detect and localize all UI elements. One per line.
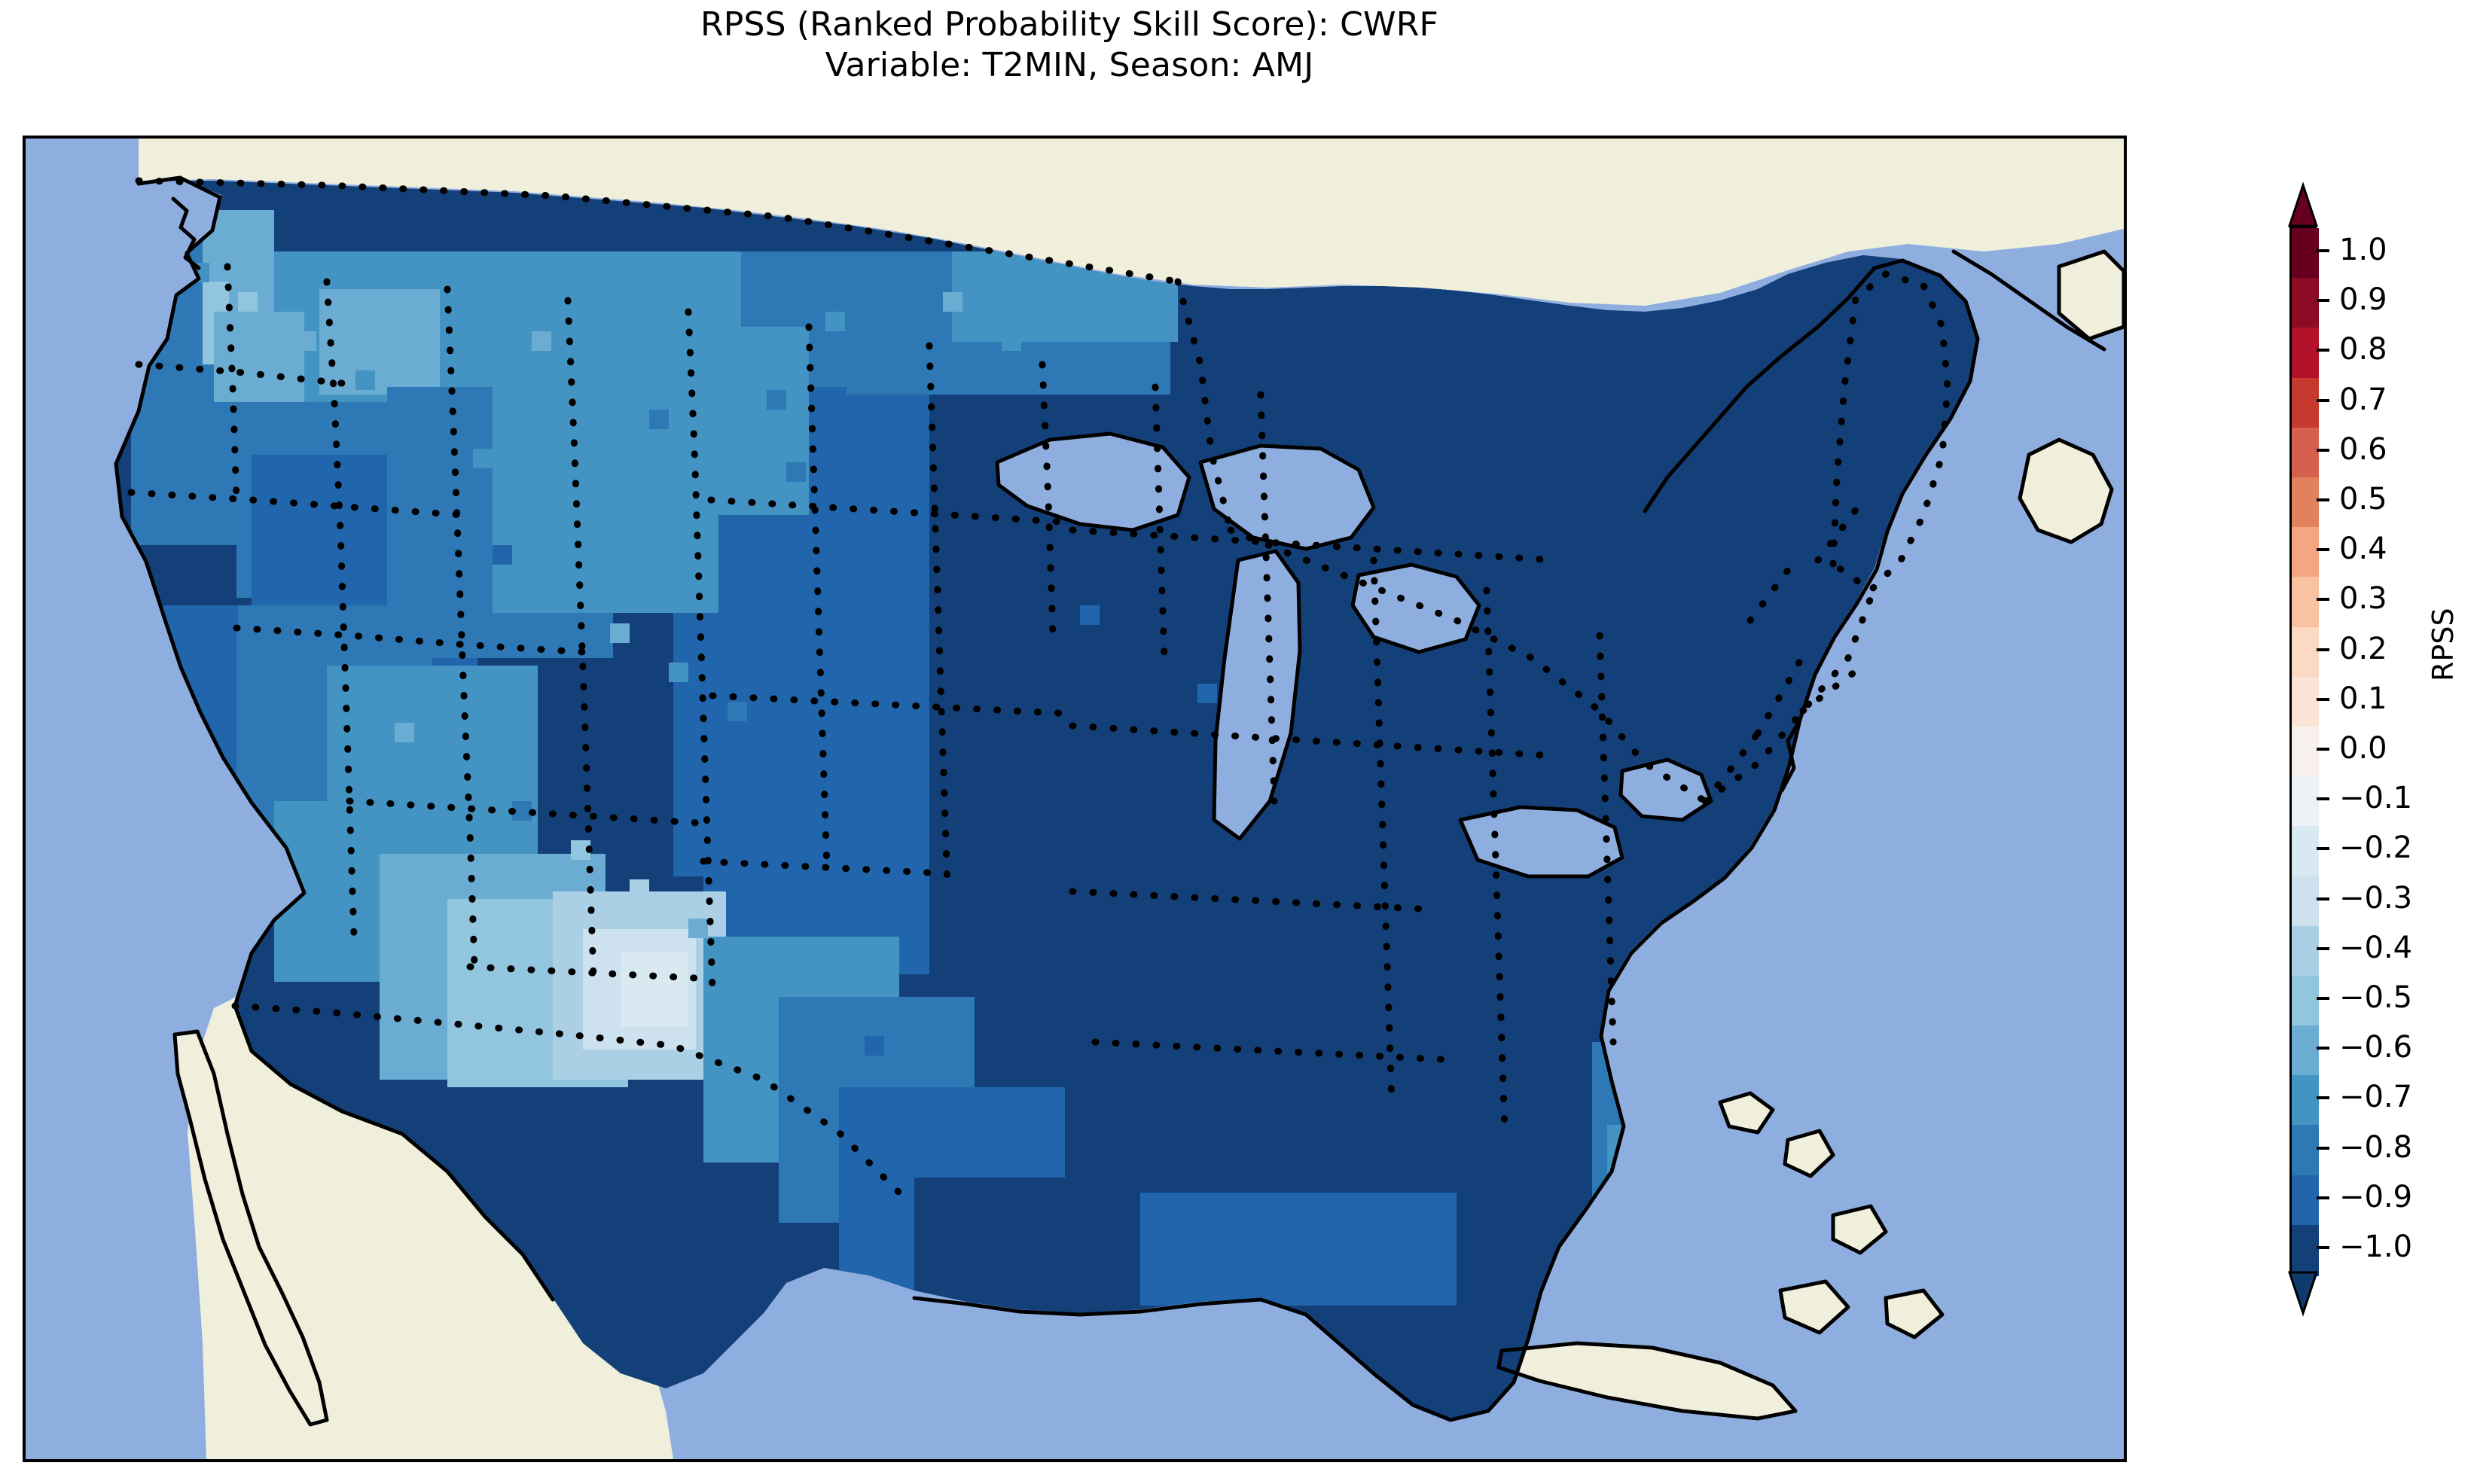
title-line-1: RPSS (Ranked Probability Skill Score): C… (700, 5, 1439, 44)
tick-label: 0.7 (2339, 382, 2387, 417)
colorbar-gradient (2289, 226, 2319, 1276)
colorbar-swatch (2292, 527, 2319, 579)
tick-mark (2317, 697, 2329, 701)
tick-label: −0.9 (2339, 1179, 2413, 1214)
colorbar-swatch (2292, 427, 2319, 479)
figure-title: RPSS (Ranked Probability Skill Score): C… (0, 5, 2139, 85)
colorbar-swatch (2292, 925, 2319, 977)
tick-mark (2317, 1245, 2329, 1249)
tick-label: 0.5 (2339, 482, 2387, 517)
colorbar-swatch (2292, 826, 2319, 878)
tick-mark (2317, 398, 2329, 402)
colorbar-extend-arrow-bottom (2287, 1271, 2319, 1317)
coastlines (114, 175, 2124, 1427)
colorbar-swatch (2292, 377, 2319, 429)
tick-mark (2317, 1047, 2329, 1050)
tick-mark (2317, 648, 2329, 651)
tick-label: −0.1 (2339, 781, 2413, 816)
colorbar-swatch (2292, 1075, 2319, 1127)
tick-label: 1.0 (2339, 233, 2387, 268)
tick-mark (2317, 299, 2329, 303)
tick-mark (2317, 748, 2329, 751)
colorbar-swatch (2292, 1125, 2319, 1177)
tick-mark (2317, 1146, 2329, 1150)
tick-label: 0.8 (2339, 332, 2387, 367)
colorbar-swatch (2292, 975, 2319, 1027)
map-plot-area[interactable] (23, 136, 2127, 1462)
colorbar-swatch (2292, 776, 2319, 828)
colorbar-swatch (2292, 328, 2319, 379)
tick-label: −0.4 (2339, 930, 2413, 965)
tick-mark (2317, 349, 2329, 352)
colorbar-axis-label: RPSS (2427, 608, 2460, 681)
tick-mark (2317, 448, 2329, 452)
tick-label: 0.1 (2339, 681, 2387, 716)
tick-label: −0.7 (2339, 1080, 2413, 1115)
map-canvas (26, 139, 2124, 1459)
tick-label: 0.4 (2339, 532, 2387, 567)
tick-label: −1.0 (2339, 1229, 2413, 1264)
colorbar-swatch (2292, 278, 2319, 330)
tick-label: 0.6 (2339, 431, 2387, 467)
tick-mark (2317, 249, 2329, 253)
tick-mark (2317, 797, 2329, 801)
colorbar-swatch (2292, 1025, 2319, 1077)
tick-label: 0.2 (2339, 631, 2387, 666)
colorbar-swatch (2292, 577, 2319, 629)
tick-mark (2317, 847, 2329, 851)
tick-label: −0.3 (2339, 880, 2413, 916)
tick-label: −0.8 (2339, 1129, 2413, 1165)
tick-mark (2317, 1196, 2329, 1199)
tick-label: 0.0 (2339, 731, 2387, 766)
tick-label: −0.5 (2339, 980, 2413, 1015)
colorbar-swatch (2292, 726, 2319, 778)
title-line-2: Variable: T2MIN, Season: AMJ (825, 45, 1314, 84)
tick-mark (2317, 946, 2329, 950)
tick-label: −0.6 (2339, 1030, 2413, 1065)
tick-mark (2317, 498, 2329, 502)
colorbar-swatch (2292, 876, 2319, 928)
tick-mark (2317, 598, 2329, 602)
colorbar-swatch (2292, 626, 2319, 678)
tick-mark (2317, 1096, 2329, 1100)
colorbar-swatch (2292, 676, 2319, 728)
tick-label: 0.3 (2339, 581, 2387, 617)
colorbar-swatch (2292, 1224, 2319, 1276)
tick-label: 0.9 (2339, 282, 2387, 318)
colorbar[interactable] (2287, 181, 2319, 1317)
tick-mark (2317, 548, 2329, 552)
colorbar-ticks: 1.0 0.9 0.8 0.7 0.6 0.5 0.4 0.3 0.2 0.1 0.0 −0.1 −0.… (2317, 226, 2474, 1272)
tick-mark (2317, 996, 2329, 1000)
colorbar-swatch (2292, 228, 2319, 279)
colorbar-extend-arrow-top (2287, 181, 2319, 227)
colorbar-swatch (2292, 1175, 2319, 1227)
land-outside-domain (139, 139, 2124, 1459)
state-borders (127, 177, 1951, 1196)
colorbar-swatch (2292, 477, 2319, 529)
tick-mark (2317, 897, 2329, 900)
great-lakes (997, 434, 1711, 876)
tick-label: −0.2 (2339, 830, 2413, 866)
